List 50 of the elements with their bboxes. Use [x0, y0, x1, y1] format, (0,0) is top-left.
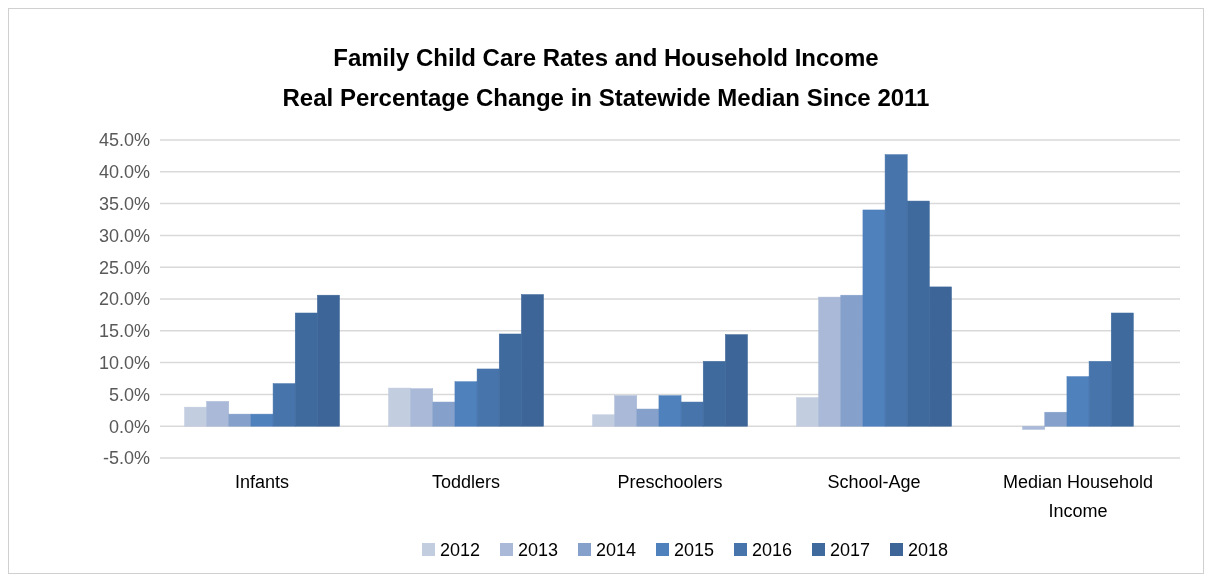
chart-subtitle: Real Percentage Change in Statewide Median Since 2011: [282, 84, 930, 111]
bar: [184, 406, 207, 427]
y-tick-label: 25.0%: [98, 257, 150, 278]
y-tick-label: 5.0%: [108, 384, 150, 405]
y-tick-label: -5.0%: [102, 448, 150, 469]
bar: [1022, 425, 1046, 430]
x-tick-label: School-Age: [827, 472, 921, 492]
bar: [228, 413, 252, 427]
legend-label: 2015: [674, 540, 715, 560]
bar: [862, 209, 886, 427]
bar: [680, 401, 704, 427]
bar: [614, 395, 638, 427]
y-tick-label: 40.0%: [98, 162, 150, 183]
bar: [432, 401, 456, 427]
y-tick-label: 0.0%: [108, 416, 150, 437]
y-tick-label: 45.0%: [98, 130, 150, 151]
y-tick-label: 15.0%: [98, 321, 150, 342]
legend-label: 2018: [908, 540, 949, 560]
bar: [410, 388, 434, 427]
bar: [206, 401, 230, 427]
bar: [658, 395, 682, 427]
bar: [796, 397, 819, 427]
bar: [272, 383, 296, 427]
bar: [476, 368, 500, 427]
y-tick-label: 30.0%: [98, 225, 150, 246]
x-tick-label: Toddlers: [431, 472, 501, 492]
bar: [840, 294, 864, 427]
chart-title: Family Child Care Rates and Household Income: [333, 44, 879, 71]
bar: [636, 408, 660, 427]
bar: [1066, 376, 1090, 427]
y-tick-label: 10.0%: [98, 352, 150, 373]
bar: [592, 414, 615, 427]
legend-label: 2016: [752, 540, 793, 560]
bar: [884, 154, 908, 427]
y-tick-label: 20.0%: [98, 289, 150, 310]
x-tick-label: Preschoolers: [617, 472, 723, 492]
legend-label: 2017: [830, 540, 871, 560]
y-tick-label: 35.0%: [98, 193, 150, 214]
bar: [250, 413, 274, 427]
legend-label: 2014: [596, 540, 637, 560]
legend-label: 2013: [518, 540, 559, 560]
bar: [388, 387, 411, 427]
x-tick-label: Infants: [234, 472, 290, 492]
bar: [1088, 361, 1112, 427]
bar: [818, 296, 842, 427]
bar: [1044, 411, 1068, 427]
legend-label: 2012: [440, 540, 481, 560]
x-tick-label: Median Household Income: [1002, 472, 1154, 521]
bar: [1110, 312, 1134, 427]
bar: [454, 381, 478, 427]
